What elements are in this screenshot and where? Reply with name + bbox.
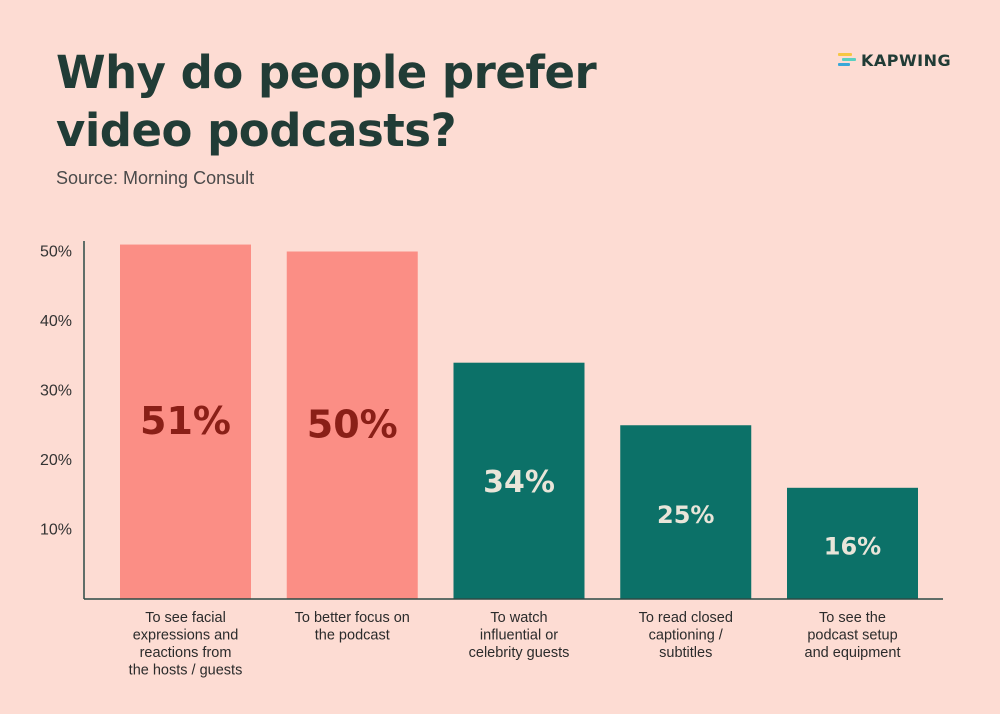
bar-value-label-3: 34% — [483, 465, 555, 500]
y-tick-label-40: 40% — [40, 313, 72, 330]
source-note: Source: Morning Consult — [56, 168, 255, 188]
y-tick-label-20: 20% — [40, 452, 72, 469]
category-label-2: To better focus on the podcast — [295, 610, 410, 644]
bar-value-label-1: 51% — [140, 399, 231, 443]
y-tick-label-50: 50% — [40, 244, 72, 261]
y-tick-label-10: 10% — [40, 522, 72, 539]
bar-3 — [453, 362, 585, 599]
category-label-3: To watch influential or celebrity guests — [469, 610, 570, 661]
category-label-1: To see facial expressions and reactions fr… — [129, 610, 243, 679]
category-label-5: To see the podcast setup and equipment — [805, 610, 901, 661]
bar-4 — [620, 425, 752, 599]
chart-title: Why do people prefer video podcasts? — [56, 44, 696, 160]
bar-2 — [286, 251, 418, 599]
category-label-4: To read closed captioning / subtitles — [639, 610, 733, 661]
title-line-2: video podcasts? — [56, 104, 457, 157]
y-tick-label-30: 30% — [40, 383, 72, 400]
bars-group: 51% 50% 34% 25% 16% — [120, 244, 918, 600]
bar-value-label-4: 25% — [657, 501, 714, 529]
kapwing-logo-text: KAPWING — [861, 50, 952, 70]
bar-1 — [120, 244, 251, 600]
bar-5 — [787, 487, 918, 599]
x-axis-labels: To see facial expressions and reactions fr… — [129, 610, 901, 679]
kapwing-logo: KAPWING — [838, 50, 951, 70]
title-line-1: Why do people prefer — [56, 46, 597, 99]
y-axis-ticks: 10% 20% 30% 40% 50% — [40, 244, 72, 539]
kapwing-logo-icon — [838, 53, 856, 67]
bar-value-label-5: 16% — [824, 532, 881, 560]
bar-value-label-2: 50% — [307, 402, 398, 446]
